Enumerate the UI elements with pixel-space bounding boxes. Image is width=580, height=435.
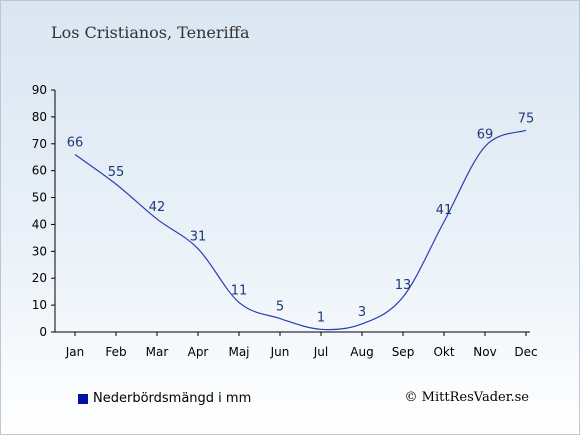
y-tick-label: 30 (32, 244, 47, 258)
legend-swatch (78, 393, 88, 404)
y-tick-label: 90 (32, 83, 47, 97)
x-tick-label: Aug (350, 345, 373, 359)
data-label: 11 (231, 283, 248, 298)
y-tick-label: 40 (32, 217, 47, 231)
x-tick-label: Sep (392, 345, 415, 359)
data-label: 55 (108, 165, 125, 180)
x-tick-label: Apr (188, 345, 209, 359)
x-tick-label: Nov (473, 345, 496, 359)
y-tick-label: 70 (32, 137, 47, 151)
data-label: 31 (190, 230, 207, 245)
series-line (74, 129, 527, 331)
credit-text: © MittResVader.se (404, 390, 529, 405)
legend-label: Nederbördsmängd i mm (93, 391, 252, 406)
x-tick-label: Jun (270, 345, 290, 359)
y-tick-label: 10 (32, 298, 47, 312)
y-tick-label: 50 (32, 191, 47, 205)
chart-title: Los Cristianos, Teneriffa (51, 23, 250, 42)
x-tick-label: Maj (228, 345, 249, 359)
axes: 0 10 20 30 40 50 60 70 80 90 Jan Feb Mar Apr Maj Jun Jul… (32, 83, 538, 359)
x-tick-label: Dec (514, 345, 537, 359)
x-tick-label: Mar (146, 345, 169, 359)
y-tick-label: 20 (32, 271, 47, 285)
data-label: 69 (477, 127, 494, 142)
x-tick-label: Feb (105, 345, 126, 359)
x-tick-label: Okt (433, 345, 454, 359)
data-label: 41 (436, 203, 453, 218)
data-label: 42 (149, 200, 166, 215)
data-label: 3 (358, 305, 366, 320)
data-label: 1 (317, 310, 325, 325)
x-tick-label: Jul (313, 345, 328, 359)
data-label: 75 (518, 111, 535, 126)
data-label: 13 (395, 278, 412, 293)
y-tick-label: 60 (32, 164, 47, 178)
x-tick-label: Jan (65, 345, 85, 359)
y-tick-label: 80 (32, 110, 47, 124)
data-label: 5 (276, 300, 284, 315)
legend: Nederbördsmängd i mm (78, 391, 251, 406)
y-tick-label: 0 (39, 325, 47, 339)
series-group (74, 129, 527, 331)
data-label: 66 (67, 136, 84, 151)
